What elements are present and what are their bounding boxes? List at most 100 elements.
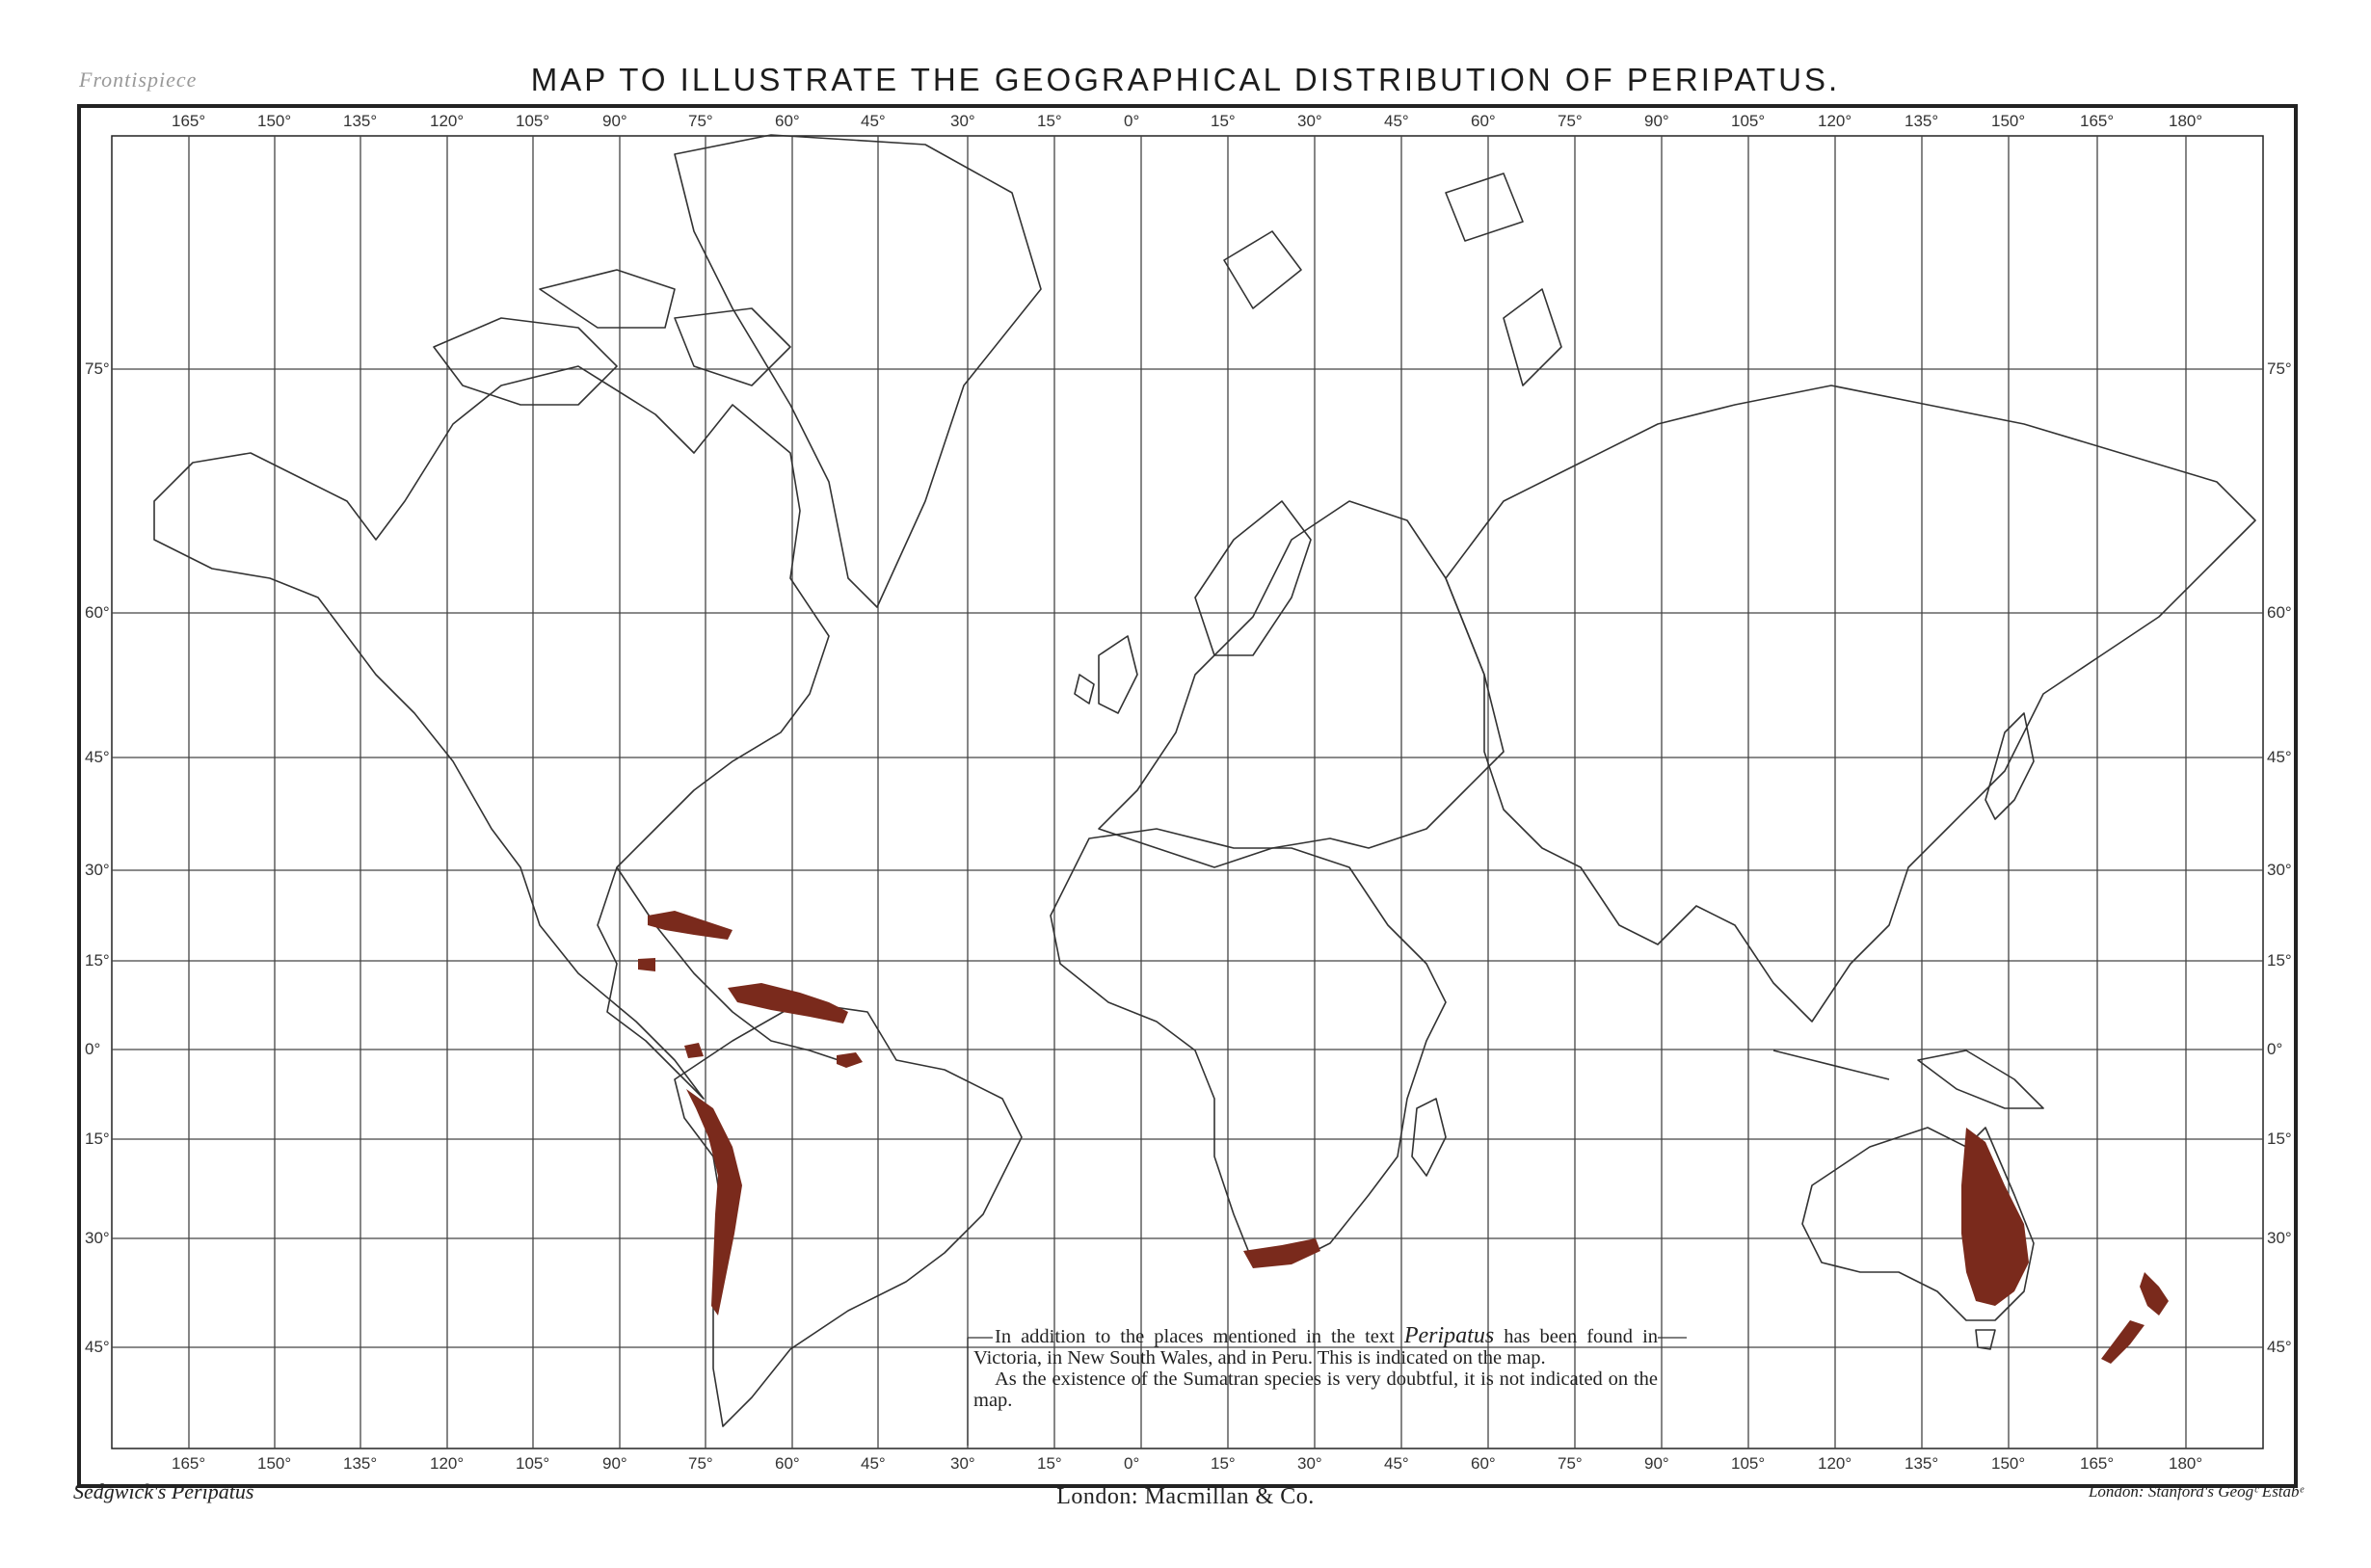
longitude-label-bottom: 120° xyxy=(1818,1454,1852,1473)
longitude-label-bottom: 150° xyxy=(257,1454,292,1473)
indonesia xyxy=(1772,1050,2044,1109)
longitude-label-top: 15° xyxy=(1211,112,1236,130)
latitude-label-right: 0° xyxy=(2267,1040,2283,1058)
longitude-label-bottom: 135° xyxy=(343,1454,378,1473)
longitude-label-bottom: 60° xyxy=(775,1454,800,1473)
distribution-new-zealand-north xyxy=(2140,1272,2169,1316)
longitude-label-bottom: 30° xyxy=(1297,1454,1322,1473)
latitude-label-left: 45° xyxy=(85,1338,110,1356)
south-america-outline xyxy=(674,1001,1023,1427)
longitude-label-top: 60° xyxy=(775,112,800,130)
longitude-label-bottom: 180° xyxy=(2169,1454,2203,1473)
longitude-label-top: 0° xyxy=(1124,112,1140,130)
latitude-label-left: 15° xyxy=(85,951,110,970)
longitude-label-top: 150° xyxy=(257,112,292,130)
graticule xyxy=(112,136,2263,1448)
africa-outline xyxy=(1050,828,1447,1263)
longitude-label-top: 90° xyxy=(1644,112,1669,130)
longitude-label-bottom: 90° xyxy=(1644,1454,1669,1473)
longitude-label-top: 105° xyxy=(1731,112,1766,130)
coastlines xyxy=(153,134,2256,1427)
latitude-label-left: 0° xyxy=(85,1040,101,1058)
map-outer-border xyxy=(77,104,2298,1488)
distribution-peru-chile xyxy=(686,1089,742,1316)
longitude-label-bottom: 165° xyxy=(172,1454,206,1473)
longitude-label-bottom: 75° xyxy=(1558,1454,1583,1473)
latitude-label-right: 45° xyxy=(2267,1338,2292,1356)
longitude-label-bottom: 165° xyxy=(2080,1454,2115,1473)
distribution-ecuador xyxy=(684,1043,704,1058)
longitude-label-bottom: 45° xyxy=(1384,1454,1409,1473)
longitude-label-bottom: 90° xyxy=(602,1454,627,1473)
australia-outline xyxy=(1801,1127,2035,1321)
latitude-label-left: 45° xyxy=(85,748,110,766)
europe-outline xyxy=(1098,500,1505,868)
latitude-label-right: 15° xyxy=(2267,1129,2292,1148)
distribution-new-zealand-south xyxy=(2101,1320,2145,1364)
distribution-central-america xyxy=(638,958,655,971)
longitude-label-top: 135° xyxy=(343,112,378,130)
footer-engraver: London: Stanford's Geogᶜ Estabᵉ xyxy=(2088,1482,2304,1501)
latitude-label-left: 15° xyxy=(85,1129,110,1148)
longitude-label-top: 165° xyxy=(2080,112,2115,130)
longitude-label-top: 180° xyxy=(2169,112,2203,130)
latitude-label-left: 75° xyxy=(85,359,110,378)
madagascar xyxy=(1411,1098,1447,1177)
map-title: MAP TO ILLUSTRATE THE GEOGRAPHICAL DISTR… xyxy=(530,62,1841,97)
footer-left: Sedgwick's Peripatus xyxy=(73,1479,254,1503)
latitude-label-right: 60° xyxy=(2267,603,2292,622)
longitude-label-top: 90° xyxy=(602,112,627,130)
longitude-label-bottom: 30° xyxy=(950,1454,975,1473)
north-america-outline xyxy=(153,365,830,1100)
longitude-label-top: 45° xyxy=(861,112,886,130)
longitude-label-bottom: 75° xyxy=(688,1454,713,1473)
longitude-label-top: 150° xyxy=(1991,112,2026,130)
longitude-label-bottom: 45° xyxy=(861,1454,886,1473)
latitude-label-right: 30° xyxy=(2267,1229,2292,1247)
longitude-label-bottom: 135° xyxy=(1905,1454,1939,1473)
map-note: In addition to the places mentioned in t… xyxy=(973,1323,1659,1411)
longitude-label-bottom: 60° xyxy=(1471,1454,1496,1473)
longitude-label-bottom: 15° xyxy=(1037,1454,1062,1473)
note-line1-after: has been found in Victoria, in New South… xyxy=(973,1326,1659,1369)
longitude-label-bottom: 150° xyxy=(1991,1454,2026,1473)
longitude-label-top: 60° xyxy=(1471,112,1496,130)
distribution-guiana xyxy=(837,1052,863,1068)
note-genus: Peripatus xyxy=(1403,1323,1495,1348)
distribution-south-africa xyxy=(1243,1238,1320,1268)
longitude-label-top: 75° xyxy=(1558,112,1583,130)
note-paragraph-2: As the existence of the Sumatran species… xyxy=(973,1369,1658,1411)
map-inner-border xyxy=(111,135,2264,1449)
longitude-label-top: 75° xyxy=(688,112,713,130)
latitude-label-left: 30° xyxy=(85,1229,110,1247)
greenland-outline xyxy=(674,134,1042,608)
arctic-archipelago xyxy=(433,269,791,406)
japan xyxy=(1985,712,2035,820)
note-paragraph-1: In addition to the places mentioned in t… xyxy=(973,1323,1659,1369)
longitude-label-bottom: 15° xyxy=(1211,1454,1236,1473)
asia-outline xyxy=(1445,385,2256,1023)
latitude-label-left: 60° xyxy=(85,603,110,622)
longitude-label-bottom: 120° xyxy=(430,1454,465,1473)
note-line1-before: In addition to the places mentioned in t… xyxy=(995,1326,1395,1347)
distribution-greater-antilles xyxy=(648,911,733,940)
footer-publisher: London: Macmillan & Co. xyxy=(1056,1484,1315,1509)
longitude-label-bottom: 0° xyxy=(1124,1454,1140,1473)
longitude-label-top: 15° xyxy=(1037,112,1062,130)
longitude-label-top: 30° xyxy=(1297,112,1322,130)
peripatus-distribution xyxy=(638,911,2169,1364)
distribution-eastern-australia xyxy=(1961,1128,2029,1306)
longitude-label-top: 120° xyxy=(430,112,465,130)
svalbard xyxy=(1223,173,1562,386)
longitude-label-top: 30° xyxy=(950,112,975,130)
tasmania xyxy=(1975,1329,1996,1350)
longitude-label-top: 135° xyxy=(1905,112,1939,130)
longitude-label-top: 120° xyxy=(1818,112,1852,130)
longitude-label-bottom: 105° xyxy=(1731,1454,1766,1473)
frontispiece-label: Frontispiece xyxy=(79,67,198,92)
distribution-venezuela xyxy=(728,983,848,1023)
latitude-label-right: 30° xyxy=(2267,861,2292,879)
british-isles xyxy=(1074,635,1138,714)
latitude-label-right: 75° xyxy=(2267,359,2292,378)
